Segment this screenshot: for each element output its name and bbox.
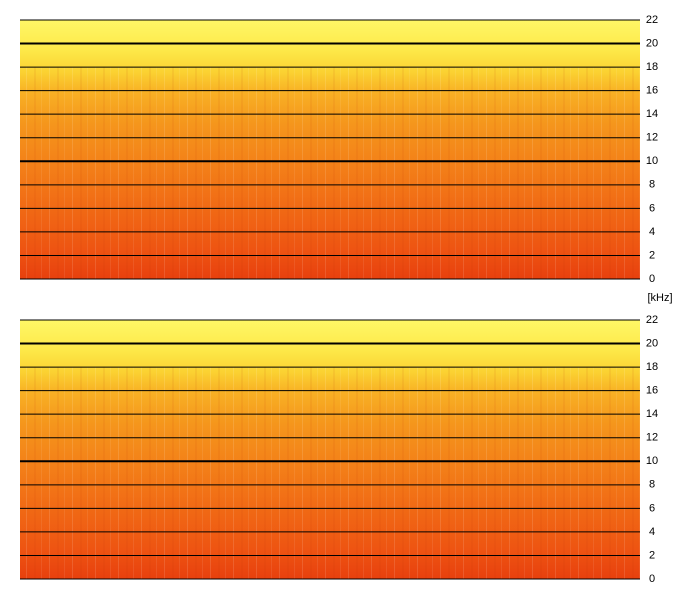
y-tick-label: 20	[646, 337, 658, 349]
y-tick-label: 0	[649, 573, 655, 585]
y-tick-label: 6	[649, 502, 655, 514]
y-tick-label: 22	[646, 14, 658, 26]
y-tick-label: 16	[646, 385, 658, 397]
y-tick-label: 18	[646, 61, 658, 73]
y-tick-label: 22	[646, 314, 658, 326]
y-axis-label: [kHz]	[647, 292, 672, 304]
y-tick-label: 4	[649, 526, 655, 538]
y-tick-label: 20	[646, 37, 658, 49]
y-tick-label: 14	[646, 108, 658, 120]
y-tick-label: 0	[649, 273, 655, 285]
y-tick-label: 14	[646, 408, 658, 420]
y-tick-label: 8	[649, 179, 655, 191]
spectrogram-streaks	[20, 366, 640, 579]
y-tick-label: 2	[649, 549, 655, 561]
y-tick-label: 12	[646, 132, 658, 144]
y-tick-label: 2	[649, 249, 655, 261]
y-tick-label: 16	[646, 85, 658, 97]
y-tick-label: 4	[649, 226, 655, 238]
spectrogram-streaks	[20, 66, 640, 280]
y-tick-label: 8	[649, 479, 655, 491]
y-tick-label: 6	[649, 202, 655, 214]
y-tick-label: 12	[646, 432, 658, 444]
y-tick-label: 10	[646, 455, 658, 467]
panels: 0 2 4 6 8 10 12 14 16 18 20 22 0 2 4 6 8 10 12 14 16 18 20 22 [k…	[20, 14, 673, 585]
y-tick-label: 18	[646, 361, 658, 373]
y-tick-label: 10	[646, 155, 658, 167]
